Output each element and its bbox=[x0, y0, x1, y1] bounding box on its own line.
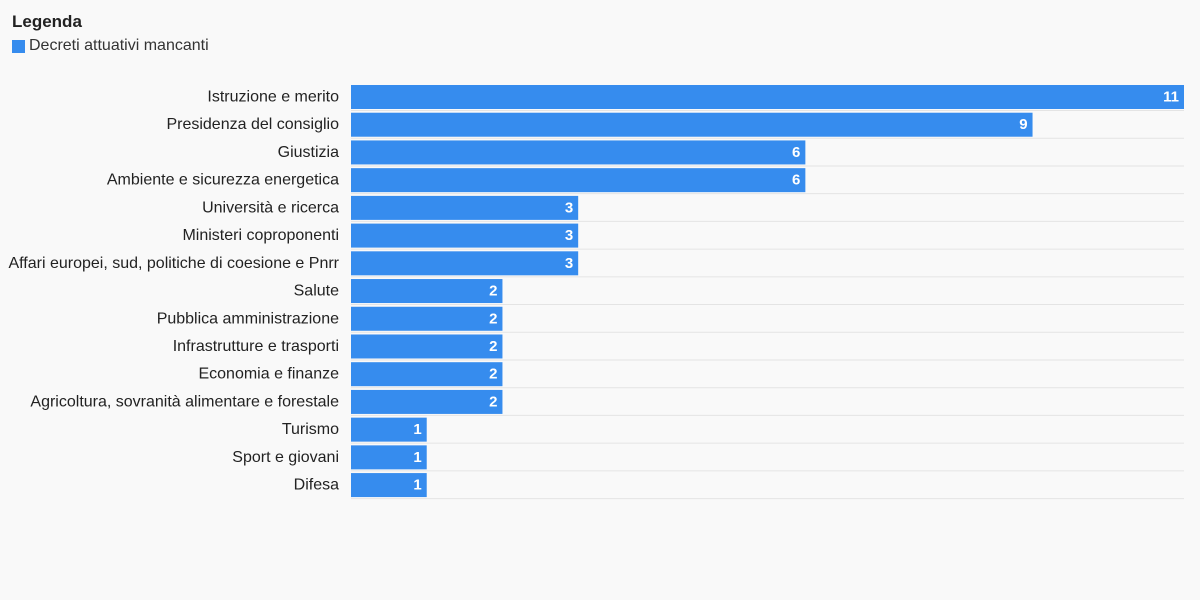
value-label: 2 bbox=[489, 283, 497, 300]
value-label: 6 bbox=[792, 172, 800, 189]
value-label: 2 bbox=[489, 338, 497, 355]
value-label: 1 bbox=[413, 477, 421, 494]
bar bbox=[351, 334, 503, 359]
category-label: Ambiente e sicurezza energetica bbox=[107, 172, 339, 189]
bar bbox=[351, 140, 806, 165]
category-label: Pubblica amministrazione bbox=[157, 310, 339, 327]
bar bbox=[351, 195, 579, 220]
legend: Legenda Decreti attuativi mancanti bbox=[12, 12, 209, 56]
category-label: Infrastrutture e trasporti bbox=[173, 338, 339, 355]
bar bbox=[351, 473, 427, 498]
legend-title: Legenda bbox=[12, 12, 82, 31]
value-label: 1 bbox=[413, 449, 421, 466]
bar bbox=[351, 223, 579, 248]
bar bbox=[351, 445, 427, 470]
value-label: 3 bbox=[565, 255, 573, 272]
bar bbox=[351, 112, 1033, 137]
category-label: Economia e finanze bbox=[198, 366, 339, 383]
bar bbox=[351, 85, 1184, 109]
value-label: 2 bbox=[489, 310, 497, 327]
category-label: Istruzione e merito bbox=[207, 89, 339, 106]
category-label: Ministeri coproponenti bbox=[182, 227, 339, 244]
value-label: 2 bbox=[489, 393, 497, 410]
value-label: 11 bbox=[1163, 89, 1179, 106]
category-label: Turismo bbox=[282, 421, 339, 438]
value-label: 9 bbox=[1019, 116, 1027, 133]
value-label: 1 bbox=[413, 421, 421, 438]
category-label: Università e ricerca bbox=[202, 199, 339, 216]
bar bbox=[351, 251, 579, 276]
category-label: Agricoltura, sovranità alimentare e fore… bbox=[30, 393, 339, 410]
value-label: 3 bbox=[565, 199, 573, 216]
category-label: Salute bbox=[294, 283, 339, 300]
value-label: 6 bbox=[792, 144, 800, 161]
category-label: Presidenza del consiglio bbox=[166, 116, 339, 133]
bar bbox=[351, 279, 503, 304]
legend-entry-label: Decreti attuativi mancanti bbox=[29, 37, 209, 54]
value-label: 2 bbox=[489, 366, 497, 383]
category-label: Sport e giovani bbox=[232, 449, 339, 466]
bar bbox=[351, 389, 503, 414]
legend-swatch bbox=[12, 39, 25, 53]
category-label: Affari europei, sud, politiche di coesio… bbox=[8, 255, 339, 272]
bar bbox=[351, 362, 503, 387]
bar bbox=[351, 306, 503, 331]
category-label: Difesa bbox=[294, 477, 339, 494]
value-label: 3 bbox=[565, 227, 573, 244]
legend-entry: Decreti attuativi mancanti bbox=[12, 36, 209, 56]
bar bbox=[351, 417, 427, 442]
category-label: Giustizia bbox=[278, 144, 339, 161]
bar bbox=[351, 168, 806, 193]
